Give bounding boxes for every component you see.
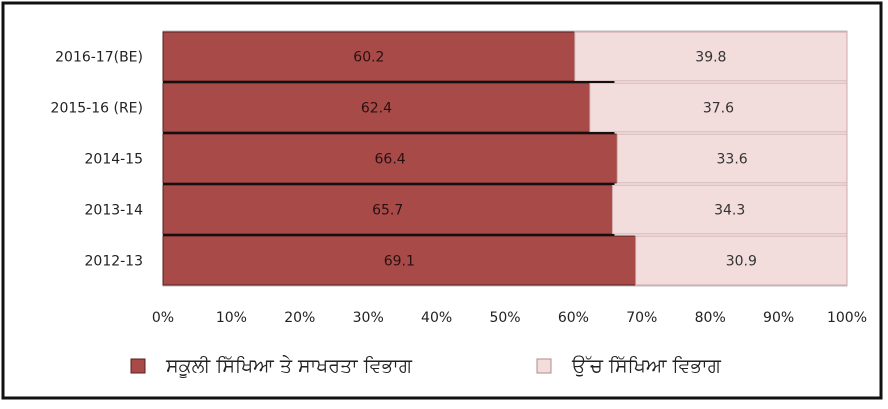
data-label: 66.4 bbox=[375, 152, 406, 168]
x-tick-label: 70% bbox=[626, 310, 657, 326]
category-label: 2015-16 (RE) bbox=[51, 101, 143, 117]
data-label: 39.8 bbox=[695, 50, 726, 66]
x-tick-label: 0% bbox=[152, 310, 174, 326]
x-tick-label: 20% bbox=[284, 310, 315, 326]
x-tick-label: 30% bbox=[353, 310, 384, 326]
x-tick-label: 40% bbox=[421, 310, 452, 326]
x-tick-label: 60% bbox=[558, 310, 589, 326]
x-tick-label: 10% bbox=[216, 310, 247, 326]
bar-segment-higher[interactable] bbox=[635, 235, 848, 286]
bar-segment-school[interactable] bbox=[162, 82, 591, 133]
category-label: 2012-13 bbox=[85, 254, 144, 270]
category-label: 2013-14 bbox=[85, 203, 144, 219]
x-tick-label: 90% bbox=[763, 310, 794, 326]
bar-segment-higher[interactable] bbox=[616, 133, 848, 184]
bar-segment-higher[interactable] bbox=[611, 184, 848, 235]
x-tick-label: 100% bbox=[827, 310, 867, 326]
data-label: 37.6 bbox=[703, 101, 734, 117]
legend-label: ਉੱਚ ਸਿੱਖਿਆ ਵਿਭਾਗ bbox=[571, 355, 722, 377]
category-label: 2016-17(BE) bbox=[55, 50, 143, 66]
category-label: 2014-15 bbox=[85, 152, 144, 168]
legend-label: ਸਕੂਲੀ ਸਿੱਖਿਆ ਤੇ ਸਾਖਰਤਾ ਵਿਭਾਗ bbox=[165, 355, 413, 379]
bar-segment-school[interactable] bbox=[162, 133, 618, 184]
data-label: 34.3 bbox=[714, 203, 745, 219]
bar-segment-school[interactable] bbox=[162, 184, 613, 235]
data-label: 62.4 bbox=[361, 101, 392, 117]
data-label: 30.9 bbox=[726, 254, 757, 270]
legend-swatch bbox=[130, 358, 146, 374]
bar-segment-higher[interactable] bbox=[574, 31, 848, 82]
data-label: 65.7 bbox=[372, 203, 403, 219]
data-label: 69.1 bbox=[384, 254, 415, 270]
bar-segment-school[interactable] bbox=[162, 235, 637, 286]
legend-swatch bbox=[536, 358, 552, 374]
data-label: 60.2 bbox=[353, 50, 384, 66]
bar-segment-school[interactable] bbox=[162, 31, 576, 82]
x-tick-label: 80% bbox=[695, 310, 726, 326]
data-label: 33.6 bbox=[717, 152, 748, 168]
bar-segment-higher[interactable] bbox=[589, 82, 848, 133]
x-tick-label: 50% bbox=[489, 310, 520, 326]
